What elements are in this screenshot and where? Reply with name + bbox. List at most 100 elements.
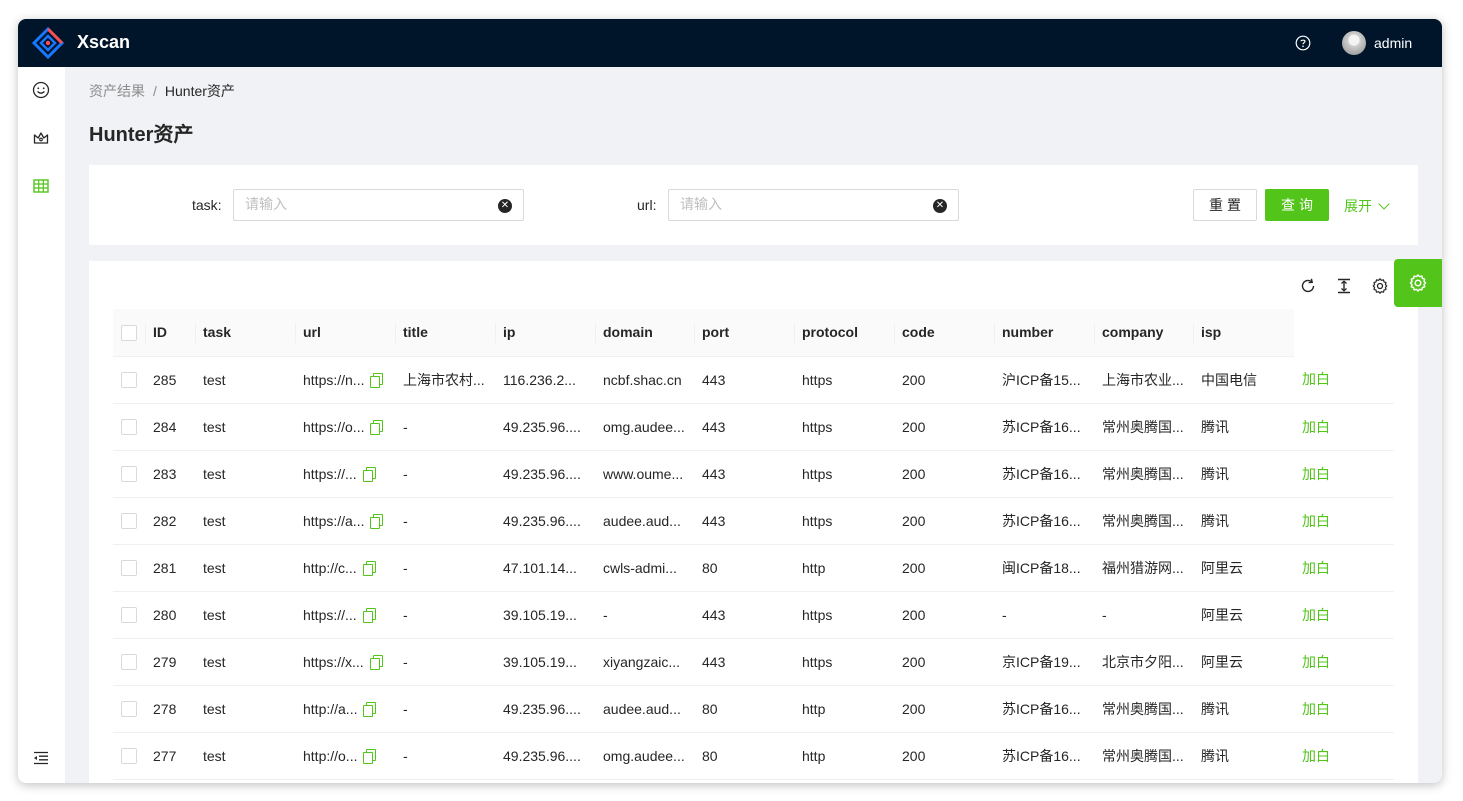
cell-isp: 阿里云 <box>1193 544 1294 592</box>
cell-ip: 49.235.96.... <box>495 732 595 780</box>
url-text: https://x... <box>303 654 364 671</box>
clear-icon[interactable]: ✕ <box>933 199 947 213</box>
url-input[interactable] <box>680 196 920 212</box>
settings-drawer-button[interactable] <box>1394 259 1442 307</box>
cell-id: 284 <box>145 403 195 451</box>
whitelist-button[interactable]: 加白 <box>1302 747 1330 764</box>
app-title[interactable]: Xscan <box>77 32 131 52</box>
avatar[interactable] <box>1342 31 1366 55</box>
task-input[interactable] <box>245 196 485 212</box>
column-header[interactable]: task <box>195 309 295 357</box>
whitelist-button[interactable]: 加白 <box>1302 700 1330 717</box>
column-header[interactable]: protocol <box>794 309 894 357</box>
cell-domain: www.oume... <box>595 450 694 498</box>
row-checkbox[interactable] <box>121 701 137 718</box>
cell-code: 200 <box>894 638 994 686</box>
column-header[interactable]: title <box>395 309 495 357</box>
reset-button[interactable]: 重置 <box>1193 189 1257 221</box>
row-checkbox[interactable] <box>121 466 137 483</box>
row-checkbox[interactable] <box>121 372 137 389</box>
row-checkbox[interactable] <box>121 654 137 671</box>
column-header[interactable]: code <box>894 309 994 357</box>
cell-id: 278 <box>145 685 195 733</box>
column-header[interactable]: company <box>1094 309 1193 357</box>
column-header[interactable]: url <box>295 309 395 357</box>
row-select-cell <box>113 356 145 404</box>
smile-icon[interactable] <box>32 81 50 99</box>
url-text: http://c... <box>303 560 357 577</box>
cell-task: test <box>195 450 295 498</box>
whitelist-button[interactable]: 加白 <box>1302 371 1330 388</box>
row-checkbox[interactable] <box>121 513 137 530</box>
column-height-icon[interactable] <box>1335 277 1353 295</box>
copy-icon[interactable] <box>362 467 376 483</box>
whitelist-button[interactable]: 加白 <box>1302 465 1330 482</box>
cell-port: 80 <box>694 544 794 592</box>
cell-isp: 阿里云 <box>1193 591 1294 639</box>
whitelist-button[interactable]: 加白 <box>1302 606 1330 623</box>
cell-url: https://... <box>295 450 395 498</box>
cell-code: 200 <box>894 356 994 404</box>
copy-icon[interactable] <box>362 608 376 624</box>
hunter-asset-table: ID task url title ip domain port protoco… <box>113 309 1394 780</box>
cell-task: test <box>195 544 295 592</box>
copy-icon[interactable] <box>363 749 377 765</box>
cell-title: - <box>395 544 495 592</box>
cell-url: http://c... <box>295 544 395 592</box>
cell-company: 常州奥腾国... <box>1094 450 1193 498</box>
whitelist-button[interactable]: 加白 <box>1302 418 1330 435</box>
cell-id: 279 <box>145 638 195 686</box>
copy-icon[interactable] <box>370 373 384 389</box>
crown-icon[interactable] <box>32 129 50 147</box>
menu-fold-icon[interactable] <box>32 749 50 767</box>
row-checkbox[interactable] <box>121 419 137 436</box>
task-field[interactable]: ✕ <box>233 189 524 221</box>
copy-icon[interactable] <box>362 561 376 577</box>
cell-protocol: https <box>794 356 894 404</box>
breadcrumb-parent[interactable]: 资产结果 <box>89 83 145 99</box>
cell-number: 苏ICP备16... <box>994 497 1094 545</box>
whitelist-button[interactable]: 加白 <box>1302 512 1330 529</box>
xscan-logo-icon[interactable] <box>32 27 64 59</box>
row-checkbox[interactable] <box>121 607 137 624</box>
copy-icon[interactable] <box>370 514 384 530</box>
cell-domain: - <box>595 591 694 639</box>
row-checkbox[interactable] <box>121 560 137 577</box>
cell-company: 常州奥腾国... <box>1094 732 1193 780</box>
row-checkbox[interactable] <box>121 748 137 765</box>
cell-url: http://a... <box>295 685 395 733</box>
whitelist-button[interactable]: 加白 <box>1302 559 1330 576</box>
cell-id: 285 <box>145 356 195 404</box>
query-button[interactable]: 查询 <box>1265 189 1329 221</box>
reload-icon[interactable] <box>1299 277 1317 295</box>
column-header[interactable]: ID <box>145 309 195 357</box>
cell-port: 443 <box>694 356 794 404</box>
column-header[interactable]: domain <box>595 309 694 357</box>
table-row: 278 test http://a... -49.235.96.... audee.au… <box>113 685 1394 733</box>
username[interactable]: admin <box>1374 35 1413 51</box>
column-header[interactable]: port <box>694 309 794 357</box>
question-circle-icon[interactable] <box>1295 35 1311 51</box>
table-row: 281 test http://c... -47.101.14... cwls-admi… <box>113 544 1394 592</box>
column-header[interactable]: isp <box>1193 309 1294 357</box>
cell-number: 京ICP备19... <box>994 638 1094 686</box>
cell-code: 200 <box>894 497 994 545</box>
whitelist-button[interactable]: 加白 <box>1302 653 1330 670</box>
copy-icon[interactable] <box>369 655 383 671</box>
copy-icon[interactable] <box>370 420 384 436</box>
url-text: https://o... <box>303 419 365 436</box>
cell-number: - <box>994 591 1094 639</box>
clear-icon[interactable]: ✕ <box>498 199 512 213</box>
column-header[interactable]: number <box>994 309 1094 357</box>
table-row: 282 test https://a... -49.235.96.... audee.a… <box>113 497 1394 545</box>
table-icon[interactable] <box>32 177 50 195</box>
cell-company: 常州奥腾国... <box>1094 685 1193 733</box>
expand-toggle[interactable]: 展开 <box>1344 196 1390 216</box>
url-field[interactable]: ✕ <box>668 189 959 221</box>
table-header: ID task url title ip domain port protoco… <box>113 309 1394 357</box>
setting-icon[interactable] <box>1371 277 1389 295</box>
cell-isp: 腾讯 <box>1193 450 1294 498</box>
copy-icon[interactable] <box>363 702 377 718</box>
column-header[interactable]: ip <box>495 309 595 357</box>
select-all-checkbox[interactable] <box>121 324 137 341</box>
